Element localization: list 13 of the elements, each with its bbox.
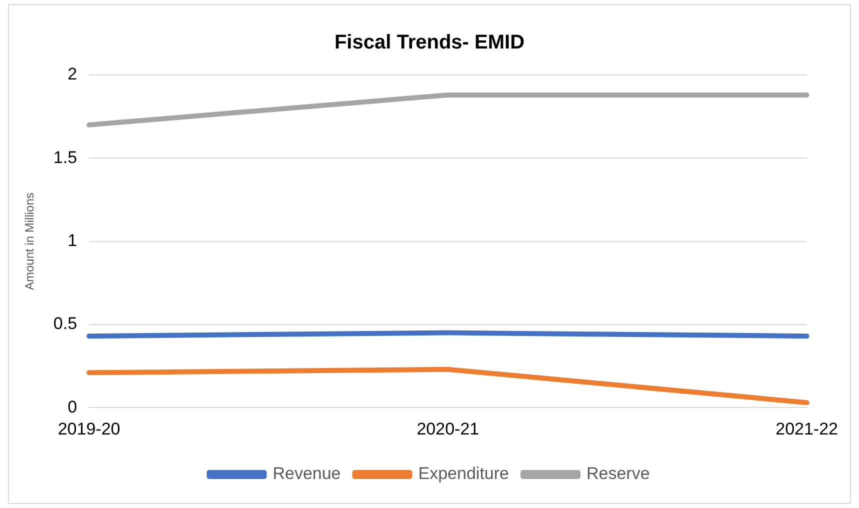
y-tick-label: 2: [68, 64, 78, 84]
legend-label: Revenue: [272, 464, 341, 484]
chart-title: Fiscal Trends- EMID: [334, 32, 525, 54]
y-axis-title: Amount in Millions: [22, 192, 37, 290]
y-tick-label: 0: [68, 397, 78, 416]
x-tick-label: 2020-21: [416, 419, 480, 438]
x-tick-label: 2019-20: [58, 419, 120, 438]
legend-label: Expenditure: [418, 464, 509, 484]
y-tick-label: 1: [68, 230, 78, 250]
x-tick-label: 2021-22: [776, 419, 838, 438]
legend-label: Reserve: [586, 464, 650, 484]
y-tick-label: 1.5: [53, 148, 78, 167]
y-tick-label: 0.5: [53, 314, 78, 334]
